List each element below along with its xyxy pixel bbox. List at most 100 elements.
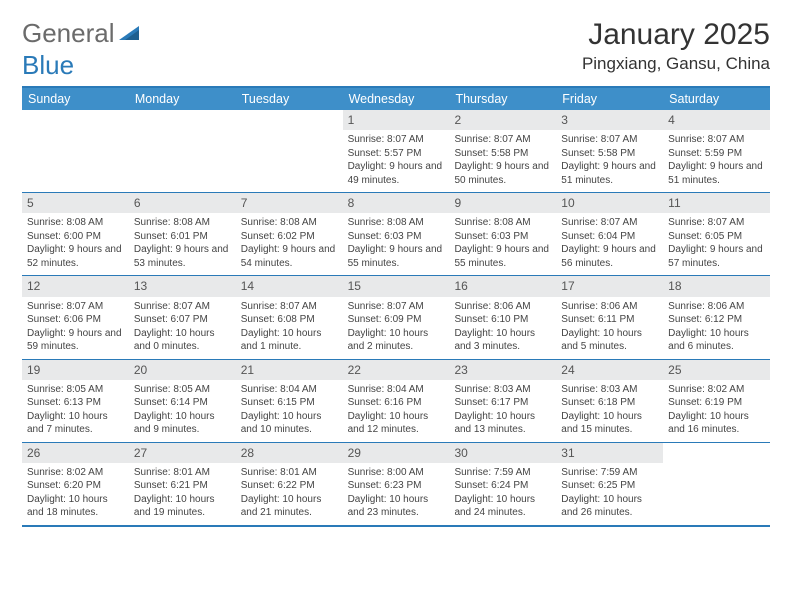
day-body: Sunrise: 8:06 AMSunset: 6:10 PMDaylight:…: [449, 297, 556, 359]
dow-header: Wednesday: [343, 88, 450, 110]
day-cell: 25Sunrise: 8:02 AMSunset: 6:19 PMDayligh…: [663, 360, 770, 442]
day-number: 3: [556, 110, 663, 130]
day-number: [663, 443, 770, 461]
day-number: 12: [22, 276, 129, 296]
day-body: Sunrise: 8:07 AMSunset: 5:57 PMDaylight:…: [343, 130, 450, 192]
day-cell: 17Sunrise: 8:06 AMSunset: 6:11 PMDayligh…: [556, 276, 663, 358]
sunrise-text: Sunrise: 8:04 AM: [241, 383, 338, 397]
day-number: 9: [449, 193, 556, 213]
sunset-text: Sunset: 6:19 PM: [668, 396, 765, 410]
location: Pingxiang, Gansu, China: [582, 54, 770, 74]
dow-header: Tuesday: [236, 88, 343, 110]
day-body: Sunrise: 8:07 AMSunset: 6:04 PMDaylight:…: [556, 213, 663, 275]
day-number: 17: [556, 276, 663, 296]
daylight-text: Daylight: 10 hours and 15 minutes.: [561, 410, 658, 437]
day-number: 4: [663, 110, 770, 130]
daylight-text: Daylight: 10 hours and 16 minutes.: [668, 410, 765, 437]
sunrise-text: Sunrise: 8:07 AM: [134, 300, 231, 314]
day-cell: [236, 110, 343, 192]
daylight-text: Daylight: 10 hours and 21 minutes.: [241, 493, 338, 520]
daylight-text: Daylight: 10 hours and 18 minutes.: [27, 493, 124, 520]
dow-header: Friday: [556, 88, 663, 110]
sunrise-text: Sunrise: 8:07 AM: [348, 133, 445, 147]
day-number: 2: [449, 110, 556, 130]
sunset-text: Sunset: 6:16 PM: [348, 396, 445, 410]
sunrise-text: Sunrise: 8:07 AM: [668, 133, 765, 147]
week-row: 1Sunrise: 8:07 AMSunset: 5:57 PMDaylight…: [22, 110, 770, 193]
day-number: 8: [343, 193, 450, 213]
day-body: Sunrise: 8:03 AMSunset: 6:18 PMDaylight:…: [556, 380, 663, 442]
day-number: 26: [22, 443, 129, 463]
day-cell: 1Sunrise: 8:07 AMSunset: 5:57 PMDaylight…: [343, 110, 450, 192]
day-body: Sunrise: 8:07 AMSunset: 5:58 PMDaylight:…: [556, 130, 663, 192]
day-cell: 29Sunrise: 8:00 AMSunset: 6:23 PMDayligh…: [343, 443, 450, 525]
title-block: January 2025 Pingxiang, Gansu, China: [582, 18, 770, 74]
sunset-text: Sunset: 6:01 PM: [134, 230, 231, 244]
day-body: Sunrise: 8:00 AMSunset: 6:23 PMDaylight:…: [343, 463, 450, 525]
sunset-text: Sunset: 5:57 PM: [348, 147, 445, 161]
day-number: 10: [556, 193, 663, 213]
day-cell: [129, 110, 236, 192]
day-cell: 21Sunrise: 8:04 AMSunset: 6:15 PMDayligh…: [236, 360, 343, 442]
logo-text-general: General: [22, 18, 115, 49]
day-body: Sunrise: 7:59 AMSunset: 6:24 PMDaylight:…: [449, 463, 556, 525]
day-body: Sunrise: 8:07 AMSunset: 5:58 PMDaylight:…: [449, 130, 556, 192]
daylight-text: Daylight: 9 hours and 52 minutes.: [27, 243, 124, 270]
sunset-text: Sunset: 6:06 PM: [27, 313, 124, 327]
sunrise-text: Sunrise: 8:08 AM: [27, 216, 124, 230]
day-cell: [22, 110, 129, 192]
sunset-text: Sunset: 6:23 PM: [348, 479, 445, 493]
sunset-text: Sunset: 6:03 PM: [454, 230, 551, 244]
sunset-text: Sunset: 6:14 PM: [134, 396, 231, 410]
sunrise-text: Sunrise: 8:02 AM: [27, 466, 124, 480]
daylight-text: Daylight: 9 hours and 51 minutes.: [561, 160, 658, 187]
sunrise-text: Sunrise: 8:03 AM: [561, 383, 658, 397]
day-number: 14: [236, 276, 343, 296]
sunset-text: Sunset: 6:02 PM: [241, 230, 338, 244]
day-number: 23: [449, 360, 556, 380]
day-cell: 18Sunrise: 8:06 AMSunset: 6:12 PMDayligh…: [663, 276, 770, 358]
day-number: 27: [129, 443, 236, 463]
day-cell: 7Sunrise: 8:08 AMSunset: 6:02 PMDaylight…: [236, 193, 343, 275]
week-row: 26Sunrise: 8:02 AMSunset: 6:20 PMDayligh…: [22, 443, 770, 527]
sunset-text: Sunset: 6:25 PM: [561, 479, 658, 493]
daylight-text: Daylight: 10 hours and 5 minutes.: [561, 327, 658, 354]
daylight-text: Daylight: 9 hours and 53 minutes.: [134, 243, 231, 270]
daylight-text: Daylight: 10 hours and 12 minutes.: [348, 410, 445, 437]
day-cell: 22Sunrise: 8:04 AMSunset: 6:16 PMDayligh…: [343, 360, 450, 442]
day-number: 28: [236, 443, 343, 463]
sunrise-text: Sunrise: 8:08 AM: [134, 216, 231, 230]
day-body: Sunrise: 8:08 AMSunset: 6:03 PMDaylight:…: [343, 213, 450, 275]
sunset-text: Sunset: 6:20 PM: [27, 479, 124, 493]
day-body: Sunrise: 8:01 AMSunset: 6:22 PMDaylight:…: [236, 463, 343, 525]
sunrise-text: Sunrise: 8:08 AM: [348, 216, 445, 230]
sunset-text: Sunset: 6:22 PM: [241, 479, 338, 493]
sunrise-text: Sunrise: 8:06 AM: [454, 300, 551, 314]
day-body: Sunrise: 8:03 AMSunset: 6:17 PMDaylight:…: [449, 380, 556, 442]
day-number: 6: [129, 193, 236, 213]
day-body: Sunrise: 8:05 AMSunset: 6:14 PMDaylight:…: [129, 380, 236, 442]
day-cell: 24Sunrise: 8:03 AMSunset: 6:18 PMDayligh…: [556, 360, 663, 442]
day-cell: 3Sunrise: 8:07 AMSunset: 5:58 PMDaylight…: [556, 110, 663, 192]
sunrise-text: Sunrise: 8:01 AM: [241, 466, 338, 480]
day-body: Sunrise: 8:08 AMSunset: 6:01 PMDaylight:…: [129, 213, 236, 275]
dow-header: Saturday: [663, 88, 770, 110]
sunrise-text: Sunrise: 8:07 AM: [454, 133, 551, 147]
daylight-text: Daylight: 10 hours and 23 minutes.: [348, 493, 445, 520]
day-number: [236, 110, 343, 128]
sunrise-text: Sunrise: 8:07 AM: [561, 216, 658, 230]
day-number: 29: [343, 443, 450, 463]
sunset-text: Sunset: 6:15 PM: [241, 396, 338, 410]
logo-sub: Blue: [22, 50, 74, 81]
day-cell: 30Sunrise: 7:59 AMSunset: 6:24 PMDayligh…: [449, 443, 556, 525]
daylight-text: Daylight: 10 hours and 0 minutes.: [134, 327, 231, 354]
logo: General: [22, 18, 145, 49]
day-cell: 6Sunrise: 8:08 AMSunset: 6:01 PMDaylight…: [129, 193, 236, 275]
day-cell: 11Sunrise: 8:07 AMSunset: 6:05 PMDayligh…: [663, 193, 770, 275]
day-cell: 14Sunrise: 8:07 AMSunset: 6:08 PMDayligh…: [236, 276, 343, 358]
day-body: Sunrise: 8:08 AMSunset: 6:00 PMDaylight:…: [22, 213, 129, 275]
sunset-text: Sunset: 6:04 PM: [561, 230, 658, 244]
day-number: 20: [129, 360, 236, 380]
day-number: 24: [556, 360, 663, 380]
header: General January 2025 Pingxiang, Gansu, C…: [22, 18, 770, 74]
